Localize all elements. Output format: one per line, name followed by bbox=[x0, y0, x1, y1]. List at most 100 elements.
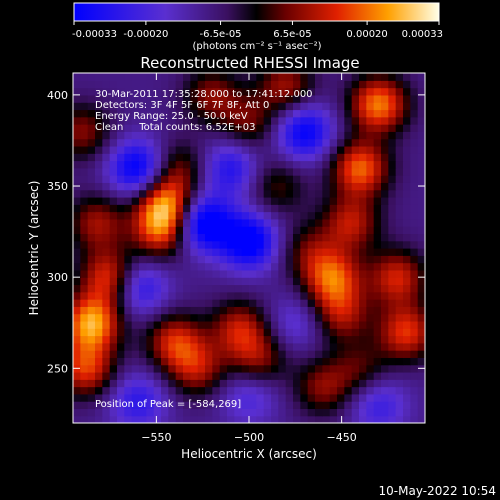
heatmap-cell bbox=[417, 393, 425, 402]
heatmap-cell bbox=[256, 328, 265, 337]
heatmap-cell bbox=[219, 328, 228, 337]
heatmap-cell bbox=[329, 80, 338, 89]
heatmap-cell bbox=[307, 196, 316, 205]
heatmap-cell bbox=[146, 401, 155, 410]
heatmap-cell bbox=[219, 196, 228, 205]
heatmap-cell bbox=[183, 255, 191, 264]
heatmap-cell bbox=[227, 167, 235, 176]
heatmap-cell bbox=[329, 160, 338, 169]
heatmap-cell bbox=[212, 415, 221, 423]
heatmap-cell bbox=[183, 167, 191, 176]
heatmap-cell bbox=[73, 262, 81, 271]
heatmap-cell bbox=[161, 109, 169, 118]
heatmap-cell bbox=[249, 306, 257, 315]
heatmap-cell bbox=[153, 175, 162, 183]
heatmap-cell bbox=[102, 145, 111, 154]
heatmap-cell bbox=[117, 401, 125, 410]
heatmap-cell bbox=[271, 306, 279, 315]
heatmap-cell bbox=[109, 131, 118, 140]
heatmap-cell bbox=[87, 94, 96, 103]
heatmap-cell bbox=[315, 342, 323, 351]
heatmap-cell bbox=[388, 328, 397, 337]
annotation-detectors: Detectors: 3F 4F 5F 6F 7F 8F, Att 0 bbox=[95, 100, 269, 111]
heatmap-cell bbox=[263, 306, 272, 315]
heatmap-cell bbox=[315, 240, 323, 249]
heatmap-cell bbox=[234, 80, 243, 89]
heatmap-cell bbox=[344, 124, 353, 132]
heatmap-cell bbox=[124, 196, 133, 205]
heatmap-cell bbox=[234, 386, 243, 395]
heatmap-cell bbox=[227, 408, 235, 417]
heatmap-cell bbox=[256, 218, 265, 227]
heatmap-cell bbox=[117, 182, 125, 191]
heatmap-cell bbox=[227, 371, 235, 380]
heatmap-cell bbox=[161, 87, 169, 96]
heatmap-cell bbox=[183, 124, 191, 132]
heatmap-cell bbox=[234, 320, 243, 329]
heatmap-cell bbox=[95, 160, 103, 169]
heatmap-cell bbox=[322, 204, 331, 213]
heatmap-cell bbox=[168, 153, 177, 162]
heatmap-cell bbox=[300, 80, 309, 89]
heatmap-cell bbox=[131, 262, 140, 271]
heatmap-cell bbox=[80, 277, 89, 286]
heatmap-cell bbox=[263, 218, 272, 227]
heatmap-cell bbox=[300, 386, 309, 395]
heatmap-cell bbox=[403, 320, 411, 329]
heatmap-cell bbox=[403, 226, 411, 235]
heatmap-cell bbox=[161, 167, 169, 176]
heatmap-cell bbox=[249, 408, 257, 417]
heatmap-cell bbox=[234, 109, 243, 118]
heatmap-cell bbox=[263, 182, 272, 191]
heatmap-cell bbox=[241, 269, 250, 278]
heatmap-cell bbox=[219, 335, 228, 344]
heatmap-cell bbox=[153, 379, 162, 388]
heatmap-cell bbox=[241, 306, 250, 315]
heatmap-cell bbox=[95, 386, 103, 395]
heatmap-cell bbox=[73, 386, 81, 395]
heatmap-cell bbox=[417, 386, 425, 395]
heatmap-cell bbox=[307, 109, 316, 118]
heatmap-cell bbox=[417, 313, 425, 322]
colorbar-gradient bbox=[73, 2, 440, 22]
heatmap-cell bbox=[249, 277, 257, 286]
heatmap-cell bbox=[241, 255, 250, 264]
heatmap-cell bbox=[307, 102, 316, 111]
heatmap-cell bbox=[205, 415, 213, 423]
heatmap-cell bbox=[183, 204, 191, 213]
heatmap-cell bbox=[227, 335, 235, 344]
heatmap-cell bbox=[168, 94, 177, 103]
heatmap-cell bbox=[73, 175, 81, 183]
heatmap-cell bbox=[337, 167, 345, 176]
heatmap-cell bbox=[322, 73, 331, 81]
heatmap-cell bbox=[175, 189, 184, 198]
heatmap-cell bbox=[278, 116, 287, 125]
heatmap-cell bbox=[263, 116, 272, 125]
heatmap-cell bbox=[322, 371, 331, 380]
heatmap-cell bbox=[212, 145, 221, 154]
heatmap-cell bbox=[139, 284, 147, 293]
heatmap-cell bbox=[80, 138, 89, 147]
heatmap-cell bbox=[241, 109, 250, 118]
heatmap-cell bbox=[263, 138, 272, 147]
heatmap-cell bbox=[403, 328, 411, 337]
heatmap-cell bbox=[417, 371, 425, 380]
heatmap-cell bbox=[300, 393, 309, 402]
heatmap-cell bbox=[168, 124, 177, 132]
heatmap-cell bbox=[102, 371, 111, 380]
heatmap-cell bbox=[109, 357, 118, 366]
heatmap-cell bbox=[373, 364, 382, 373]
heatmap-cell bbox=[388, 335, 397, 344]
heatmap-cell bbox=[102, 182, 111, 191]
heatmap-cell bbox=[109, 153, 118, 162]
heatmap-cell bbox=[381, 306, 389, 315]
heatmap-cell bbox=[219, 175, 228, 183]
heatmap-cell bbox=[109, 255, 118, 264]
heatmap-cell bbox=[249, 211, 257, 220]
heatmap-cell bbox=[80, 153, 89, 162]
heatmap-cell bbox=[95, 226, 103, 235]
heatmap-cell bbox=[315, 393, 323, 402]
heatmap-cell bbox=[219, 109, 228, 118]
heatmap-cell bbox=[183, 102, 191, 111]
heatmap-cell bbox=[307, 145, 316, 154]
